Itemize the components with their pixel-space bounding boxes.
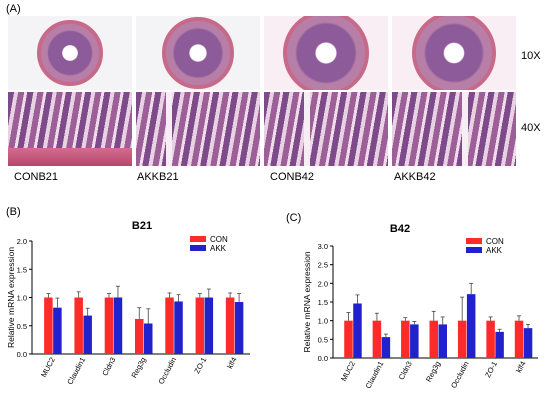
b42-bar-akk-reg3g: [438, 324, 447, 358]
b21-xtick-label-6: klf4: [225, 356, 238, 371]
panel-c-letter: (C): [286, 212, 302, 224]
b21-xtick-label-3: Reg3g: [129, 356, 147, 380]
b42-xtick-label-6: klf4: [514, 360, 527, 375]
b42-ytick-label-5: 2.5: [318, 261, 328, 270]
b21-bar-akk-reg3g: [144, 323, 153, 354]
b21-ylabel: Relative mRNA expression: [6, 247, 16, 348]
histology-row-10x: [8, 16, 516, 90]
b21-xtick-label-4: Occludin: [156, 356, 178, 386]
b42-bar-akk-claudin1: [381, 337, 391, 358]
b42-xtick-label-0: MUC2: [339, 360, 357, 383]
b21-ytick-label-2: 1.0: [17, 294, 27, 303]
b42-xtick-label-2: Cldn3: [397, 360, 414, 382]
b21-ytick-label-4: 2.0: [17, 237, 27, 246]
b42-ytick-label-3: 1.5: [318, 298, 328, 307]
histology-akkb21-40x: [136, 92, 260, 166]
b21-xtick-label-5: ZO-1: [192, 356, 208, 375]
b42-bar-con-claudin1: [372, 320, 382, 358]
b21-legend-label-akk: AKK: [210, 244, 227, 253]
b21-bar-con-muc2: [44, 297, 53, 354]
b21-bar-con-zo-1: [195, 297, 205, 354]
b21-bar-con-reg3g: [135, 318, 144, 354]
b42-ytick-label-2: 1.0: [318, 317, 328, 326]
histology-akkb21-10x: [136, 16, 260, 90]
b42-bar-akk-muc2: [353, 303, 362, 358]
b42-xtick-label-5: ZO-1: [483, 360, 499, 379]
b21-bar-con-claudin1: [74, 297, 83, 354]
b21-legend-swatch-con: [190, 236, 206, 242]
caption-akkb42: AKKB42: [394, 171, 436, 183]
b42-ytick-label-0: 0.0: [318, 354, 328, 363]
b42-bar-con-zo-1: [486, 320, 495, 358]
b42-bar-con-cldn3: [401, 320, 410, 358]
b21-ytick-label-3: 1.5: [17, 265, 27, 274]
b21-xtick-label-1: Claudin1: [65, 356, 87, 386]
panel-a-letter: (A): [6, 3, 21, 15]
histology-conb21-10x: [8, 16, 132, 90]
b42-title: B42: [390, 223, 410, 235]
b21-xtick-label-0: MUC2: [39, 356, 57, 379]
histology-row-40x: [8, 92, 516, 166]
b42-bar-con-occludin: [457, 320, 467, 358]
b21-legend-swatch-akk: [190, 245, 206, 251]
b42-legend-swatch-con: [466, 238, 482, 244]
b42-bar-con-muc2: [344, 320, 353, 358]
b42-ytick-label-1: 0.5: [318, 335, 328, 344]
b42-bar-con-klf4: [514, 320, 524, 358]
b42-xtick-label-3: Reg3g: [424, 360, 442, 384]
magnification-10x: 10X: [521, 50, 541, 62]
b21-bar-akk-zo-1: [204, 297, 214, 354]
histology-akkb42-40x: [392, 92, 516, 166]
histology-akkb42-10x: [392, 16, 516, 90]
b42-legend-label-akk: AKK: [486, 246, 503, 255]
b42-bar-con-reg3g: [429, 320, 438, 358]
b21-bar-akk-klf4: [234, 302, 244, 354]
b21-ytick-label-0: 0.0: [17, 350, 27, 359]
b42-bar-akk-zo-1: [495, 331, 504, 358]
b42-bar-akk-occludin: [466, 294, 476, 358]
b21-xtick-label-2: Cldn3: [100, 356, 117, 378]
b42-ytick-label-6: 3.0: [318, 242, 328, 251]
b42-xtick-label-4: Occludin: [449, 360, 471, 390]
b21-bar-con-klf4: [225, 297, 235, 354]
b42-ylabel: Relative mRNA expression: [302, 251, 312, 352]
b21-bar-con-cldn3: [104, 297, 114, 354]
b42-xtick-label-1: Claudin1: [364, 360, 386, 390]
caption-akkb21: AKKB21: [137, 171, 179, 183]
caption-conb21: CONB21: [14, 171, 59, 183]
b21-legend-label-con: CON: [210, 235, 228, 244]
magnification-40x: 40X: [521, 122, 541, 134]
b42-legend-label-con: CON: [486, 237, 504, 246]
histology-conb21-40x: [8, 92, 132, 166]
histology-conb42-10x: [264, 16, 388, 90]
b42-bar-akk-klf4: [523, 328, 533, 358]
b42-ytick-label-4: 2.0: [318, 279, 328, 288]
b21-bar-akk-cldn3: [113, 297, 123, 354]
b21-title: B21: [132, 220, 152, 232]
b42-bar-akk-cldn3: [410, 324, 419, 358]
b21-bar-con-occludin: [165, 297, 174, 354]
b21-ytick-label-1: 0.5: [17, 322, 27, 331]
chart-b42: B42 Relative mRNA expression 0.0 0.5 1.0 1.5 2…: [302, 223, 538, 390]
b21-bar-akk-claudin1: [83, 315, 92, 354]
panel-b-letter: (B): [6, 206, 21, 218]
b21-bar-akk-muc2: [53, 307, 62, 354]
b21-bar-akk-occludin: [174, 301, 183, 354]
caption-conb42: CONB42: [270, 171, 315, 183]
histology-conb42-40x: [264, 92, 388, 166]
b42-legend-swatch-akk: [466, 247, 482, 253]
